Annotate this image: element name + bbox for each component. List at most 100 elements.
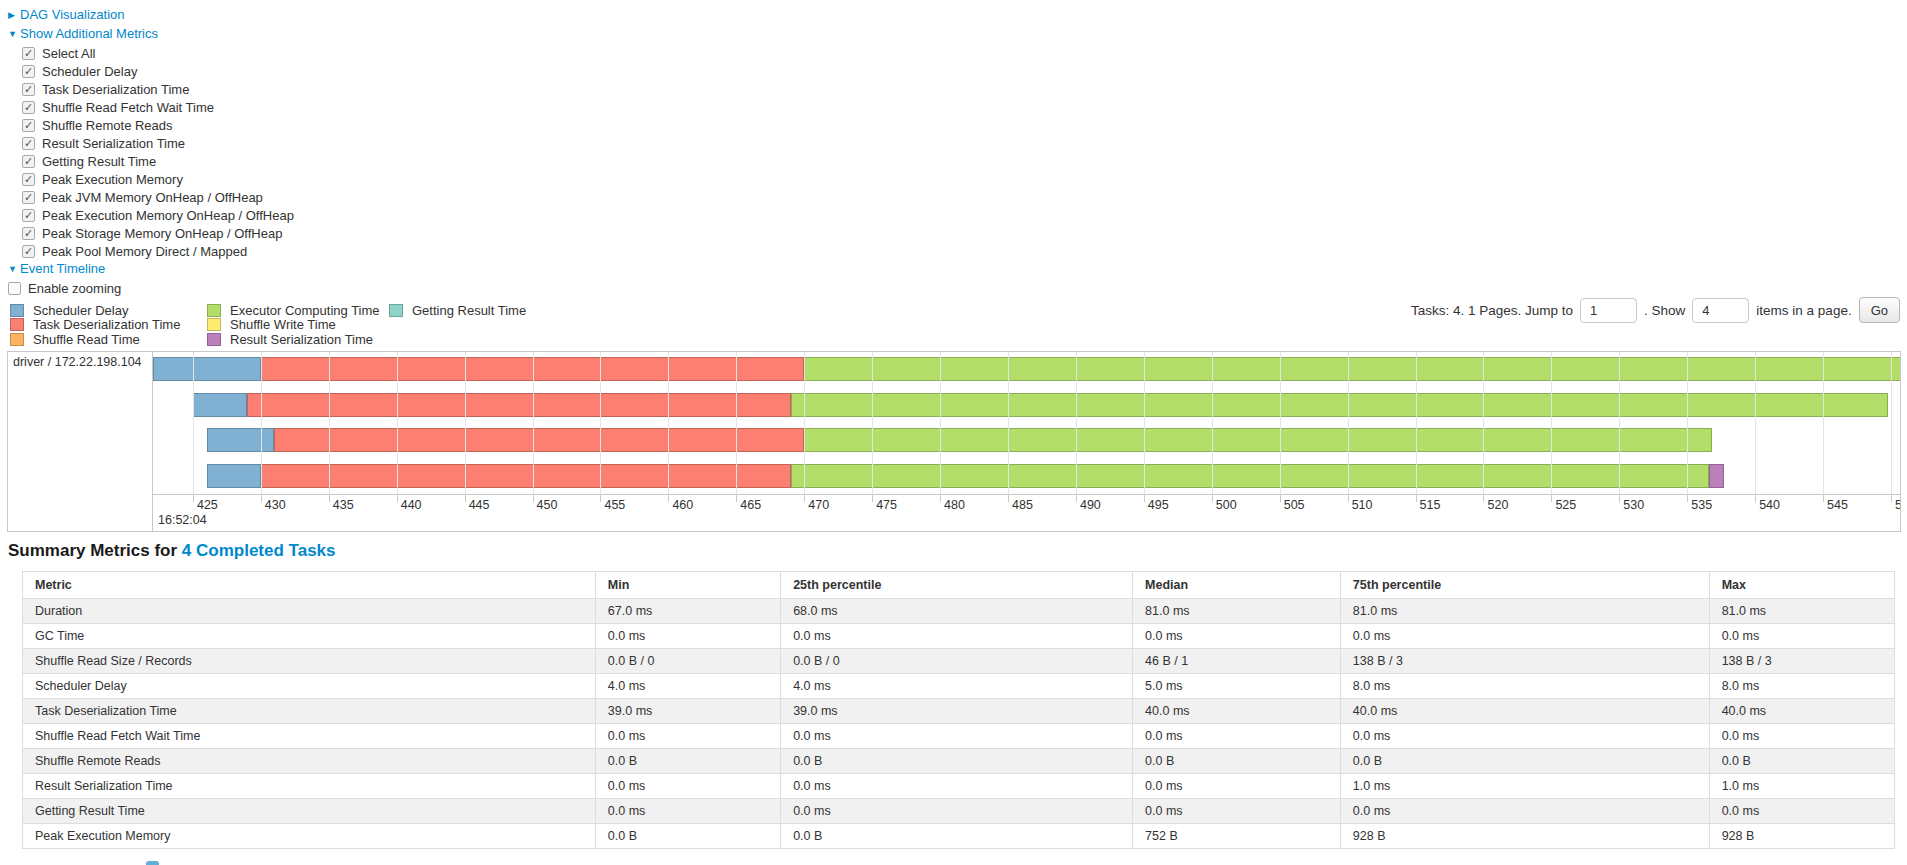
enable-zooming-row: Enable zooming bbox=[8, 279, 294, 297]
scheduler_delay-bar-segment[interactable] bbox=[153, 357, 261, 381]
axis-tick-label: 540 bbox=[1755, 498, 1780, 512]
axis-tick-label: 515 bbox=[1416, 498, 1441, 512]
metric-value-cell: 0.0 B bbox=[1340, 749, 1709, 774]
go-button[interactable]: Go bbox=[1859, 297, 1900, 323]
jump-to-page-input[interactable] bbox=[1580, 298, 1637, 323]
checkbox-select-all[interactable]: ✓ bbox=[22, 47, 35, 60]
axis-tick-label: 460 bbox=[668, 498, 693, 512]
table-row-getting-result-time: Getting Result Time0.0 ms0.0 ms0.0 ms0.0… bbox=[23, 799, 1895, 824]
metric-checkbox-row-peak-jvm-memory-onheap-offheap: ✓ Peak JVM Memory OnHeap / OffHeap bbox=[22, 188, 294, 206]
axis-tick-label: 495 bbox=[1144, 498, 1169, 512]
axis-tick-label: 480 bbox=[940, 498, 965, 512]
metric-checkbox-row-result-serialization-time: ✓Result Serialization Time bbox=[22, 134, 294, 152]
checkbox-shuffle-read-fetch-wait-time[interactable]: ✓ bbox=[22, 101, 35, 114]
summary-metrics-heading: Summary Metrics for 4 Completed Tasks bbox=[8, 541, 336, 561]
timeline-row-task-4 bbox=[153, 459, 1900, 495]
legend-label: Scheduler Delay bbox=[33, 303, 128, 318]
metric-value-cell: 0.0 B bbox=[1133, 749, 1341, 774]
legend-column: Getting Result Time bbox=[389, 303, 526, 347]
executor_computing-bar-segment[interactable] bbox=[791, 464, 1709, 488]
executor_computing-bar-segment[interactable] bbox=[804, 357, 1900, 381]
checkbox-shuffle-remote-reads[interactable]: ✓ bbox=[22, 119, 35, 132]
task-count-text: Tasks: 4. 1 Pages. Jump to bbox=[1411, 303, 1573, 318]
checkbox-label: Shuffle Read Fetch Wait Time bbox=[42, 100, 214, 115]
result_serialization-bar-segment[interactable] bbox=[1709, 464, 1724, 488]
gridline bbox=[872, 352, 873, 495]
checkbox-peak-execution-memory-onheap-offheap[interactable]: ✓ bbox=[22, 209, 35, 222]
checkbox-peak-execution-memory[interactable]: ✓ bbox=[22, 173, 35, 186]
gridline bbox=[1416, 352, 1417, 495]
checkbox-label: Peak Storage Memory OnHeap / OffHeap bbox=[42, 226, 282, 241]
gridline bbox=[600, 352, 601, 495]
scheduler_delay-bar-segment[interactable] bbox=[193, 393, 247, 417]
completed-tasks-link[interactable]: 4 Completed Tasks bbox=[182, 541, 336, 560]
metric-value-cell: 0.0 ms bbox=[1340, 799, 1709, 824]
enable-zooming-label: Enable zooming bbox=[28, 281, 121, 296]
legend-item-shuffle-write-time: Shuffle Write Time bbox=[207, 318, 389, 333]
task_deserialization-bar-segment[interactable] bbox=[274, 428, 804, 452]
timeline-row-task-3 bbox=[153, 423, 1900, 459]
metric-name-cell: Result Serialization Time bbox=[23, 774, 596, 799]
gridline bbox=[533, 352, 534, 495]
dag-visualization-link[interactable]: DAG Visualization bbox=[20, 7, 125, 22]
chevron-down-icon: ▼ bbox=[8, 264, 20, 274]
metric-checkbox-row-task-deserialization-time: ✓ Task Deserialization Time bbox=[22, 80, 294, 98]
show-additional-metrics-link[interactable]: Show Additional Metrics bbox=[20, 26, 158, 41]
checkbox-peak-jvm-memory-onheap-offheap[interactable]: ✓ bbox=[22, 191, 35, 204]
checkbox-task-deserialization-time[interactable]: ✓ bbox=[22, 83, 35, 96]
column-header-max: Max bbox=[1709, 572, 1894, 599]
legend-item-executor-computing-time: Executor Computing Time bbox=[207, 303, 389, 318]
metric-name-cell: Task Deserialization Time bbox=[23, 699, 596, 724]
gridline bbox=[1348, 352, 1349, 495]
column-header-75th-percentile: 75th percentile bbox=[1340, 572, 1709, 599]
metric-name-cell: Getting Result Time bbox=[23, 799, 596, 824]
legend-item-scheduler-delay: Scheduler Delay bbox=[10, 303, 207, 318]
axis-tick-label: 500 bbox=[1212, 498, 1237, 512]
table-header-row: MetricMin25th percentileMedian75th perce… bbox=[23, 572, 1895, 599]
show-additional-metrics-toggle[interactable]: ▼ Show Additional Metrics bbox=[8, 25, 294, 42]
checkbox-result-serialization-time[interactable]: ✓ bbox=[22, 137, 35, 150]
metric-checkbox-row-peak-pool-memory-direct-mapped: ✓Peak Pool Memory Direct / Mapped bbox=[22, 242, 294, 260]
metric-value-cell: 0.0 ms bbox=[1340, 624, 1709, 649]
table-row-peak-execution-memory: Peak Execution Memory0.0 B0.0 B752 B928 … bbox=[23, 824, 1895, 849]
event-timeline-toggle[interactable]: ▼ Event Timeline bbox=[8, 260, 294, 277]
task-pagination: Tasks: 4. 1 Pages. Jump to . Show items … bbox=[1411, 297, 1900, 323]
metric-checkbox-list: ✓Select All✓Scheduler Delay✓Task Deseria… bbox=[22, 44, 294, 260]
getting_result-color-swatch-icon bbox=[389, 304, 403, 317]
metric-checkbox-row-peak-execution-memory: ✓Peak Execution Memory bbox=[22, 170, 294, 188]
metric-value-cell: 0.0 ms bbox=[1709, 799, 1894, 824]
items-per-page-input[interactable] bbox=[1692, 298, 1749, 323]
metric-value-cell: 0.0 ms bbox=[781, 624, 1133, 649]
dag-visualization-toggle[interactable]: ▶ DAG Visualization bbox=[8, 6, 294, 23]
axis-tick-label: 475 bbox=[872, 498, 897, 512]
scheduler_delay-bar-segment[interactable] bbox=[207, 464, 261, 488]
executor_computing-bar-segment[interactable] bbox=[791, 393, 1889, 417]
metric-checkbox-row-peak-execution-memory-onheap-offheap: ✓ Peak Execution Memory OnHeap / OffHeap bbox=[22, 206, 294, 224]
checkbox-label: Task Deserialization Time bbox=[42, 82, 189, 97]
metric-value-cell: 8.0 ms bbox=[1709, 674, 1894, 699]
checkbox-label: Peak Execution Memory OnHeap / OffHeap bbox=[42, 208, 294, 223]
metric-value-cell: 0.0 ms bbox=[1133, 624, 1341, 649]
metric-name-cell: Duration bbox=[23, 599, 596, 624]
checkbox-scheduler-delay[interactable]: ✓ bbox=[22, 65, 35, 78]
metric-checkbox-row-shuffle-read-fetch-wait-time: ✓ Shuffle Read Fetch Wait Time bbox=[22, 98, 294, 116]
metric-value-cell: 39.0 ms bbox=[781, 699, 1133, 724]
axis-tick-label: 550 bbox=[1891, 498, 1900, 512]
timeline-legend: Scheduler DelayTask Deserialization Time… bbox=[10, 303, 526, 347]
executor_computing-color-swatch-icon bbox=[207, 304, 221, 317]
enable-zooming-checkbox[interactable] bbox=[8, 282, 21, 295]
table-row-shuffle-remote-reads: Shuffle Remote Reads0.0 B0.0 B0.0 B0.0 B… bbox=[23, 749, 1895, 774]
task_deserialization-bar-segment[interactable] bbox=[261, 464, 791, 488]
scheduler_delay-bar-segment[interactable] bbox=[207, 428, 275, 452]
checkbox-peak-pool-memory-direct-mapped[interactable]: ✓ bbox=[22, 245, 35, 258]
gridline bbox=[668, 352, 669, 495]
metric-value-cell: 81.0 ms bbox=[1340, 599, 1709, 624]
metric-name-cell: GC Time bbox=[23, 624, 596, 649]
event-timeline-link[interactable]: Event Timeline bbox=[20, 261, 105, 276]
checkbox-getting-result-time[interactable]: ✓ bbox=[22, 155, 35, 168]
time-axis: 16:52:04 4254304354404454504554604654704… bbox=[153, 495, 1900, 531]
checkbox-label: Peak JVM Memory OnHeap / OffHeap bbox=[42, 190, 263, 205]
metric-value-cell: 4.0 ms bbox=[595, 674, 780, 699]
checkbox-peak-storage-memory-onheap-offheap[interactable]: ✓ bbox=[22, 227, 35, 240]
column-header-median: Median bbox=[1133, 572, 1341, 599]
